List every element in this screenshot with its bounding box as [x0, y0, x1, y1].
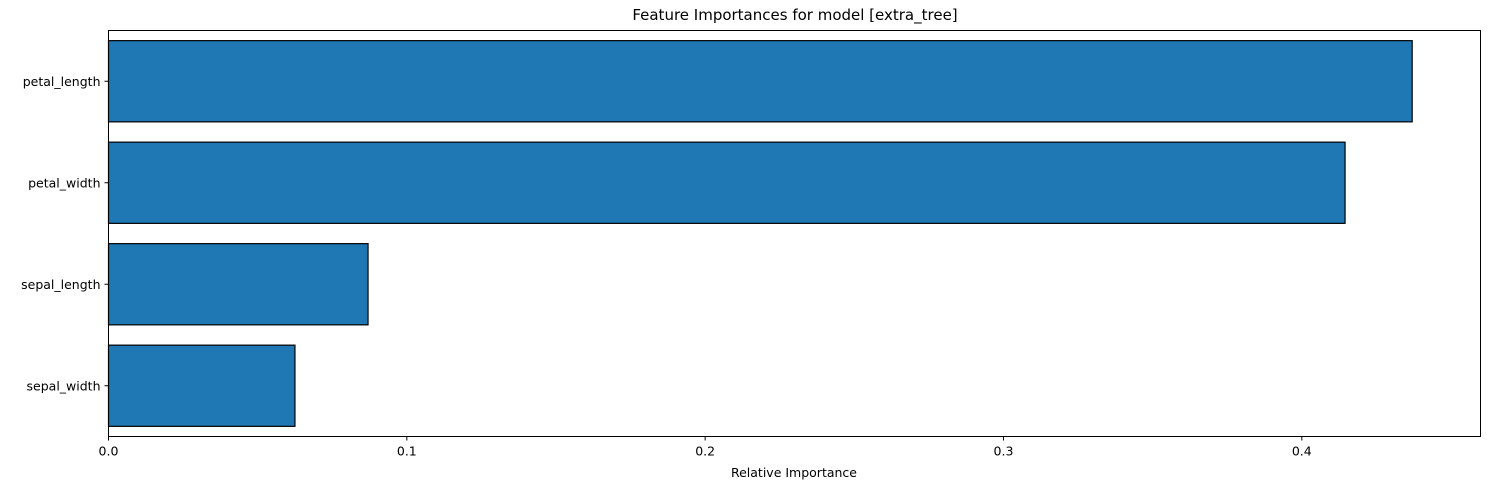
y-tick-label: sepal_length	[21, 277, 100, 292]
plot-frame	[108, 30, 1481, 437]
y-tick-label: sepal_width	[27, 378, 101, 393]
y-tick-label: petal_length	[23, 74, 101, 89]
y-tick-label: petal_width	[28, 175, 100, 190]
bar-sepal-width	[107, 344, 296, 427]
x-tick-label: 0.0	[99, 444, 119, 459]
x-tick-label: 0.1	[397, 444, 417, 459]
bars-group	[107, 40, 1413, 427]
bar-sepal-length	[107, 243, 369, 326]
x-axis-label: Relative Importance	[731, 465, 857, 480]
x-tick-label: 0.3	[994, 444, 1014, 459]
bar-petal-length	[107, 40, 1413, 123]
x-tick-label: 0.2	[695, 444, 715, 459]
x-axis-ticks: 0.0 0.1 0.2 0.3 0.4	[99, 436, 1312, 459]
x-tick-label: 0.4	[1292, 444, 1312, 459]
bar-petal-width	[107, 141, 1346, 224]
y-axis-ticks: petal_length petal_width sepal_lengthsepal…	[21, 74, 109, 393]
chart-title: Feature Importances for model [extra_tre…	[632, 6, 957, 25]
